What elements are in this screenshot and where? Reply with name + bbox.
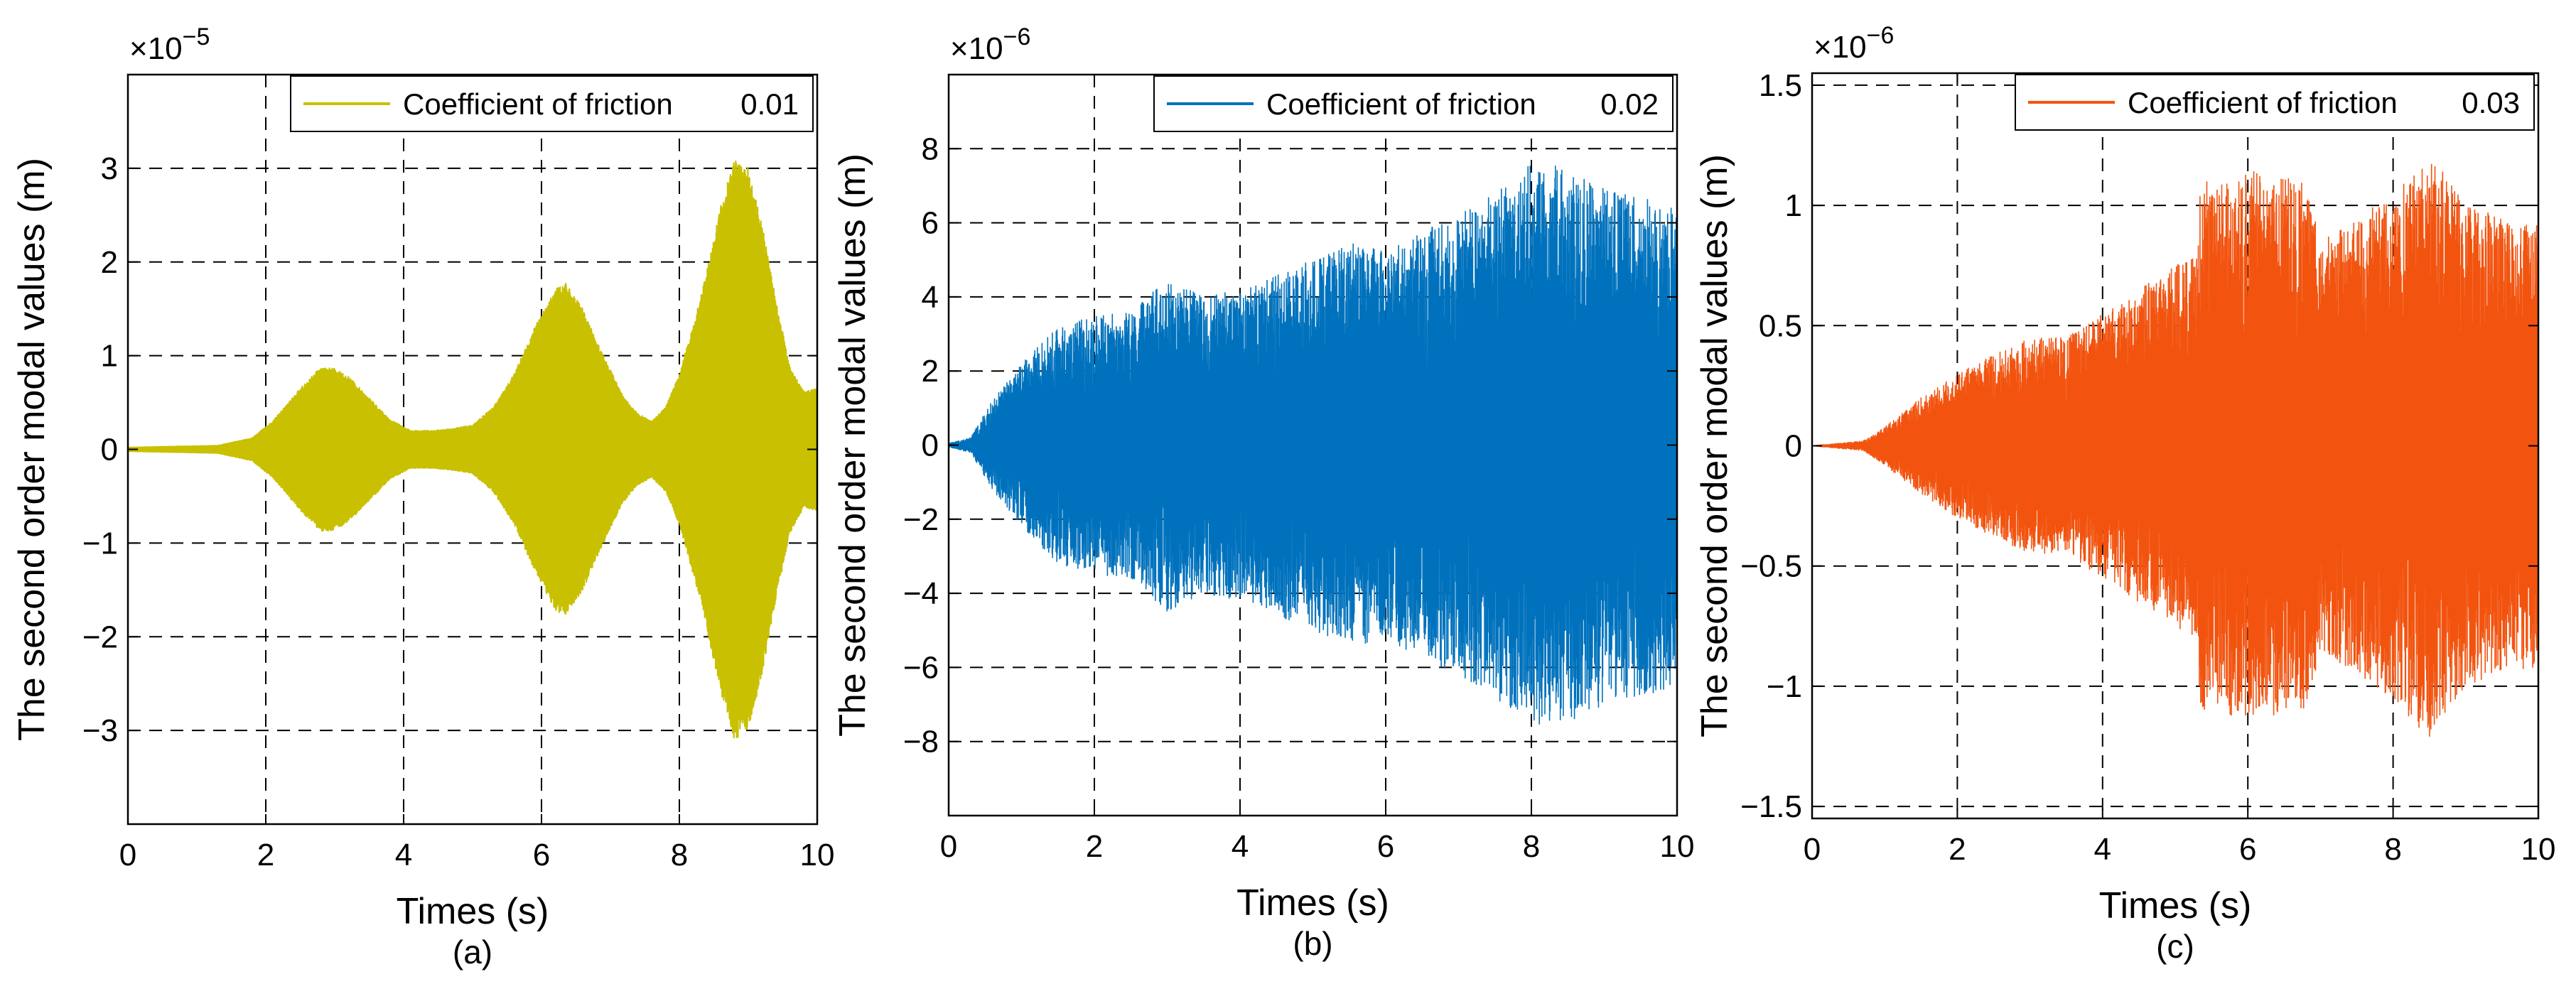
y-tick-label: −4: [903, 576, 939, 611]
axis-exponent-label: ×10−5: [129, 23, 210, 66]
y-tick-label: 0: [922, 428, 939, 463]
chart-panel-a: 0 2 4 6 8 10 −3 −2 −1 0 1 2 3 ×10−5 Times (s)(a) The se…: [11, 23, 834, 970]
x-tick-label: 4: [395, 838, 412, 872]
y-tick-label: −0.5: [1740, 549, 1802, 584]
legend-value: 0.01: [740, 87, 799, 121]
data-series-line: [1811, 163, 2539, 737]
x-tick-label: 0: [1804, 832, 1821, 867]
axis-exponent-label: ×10−6: [1814, 22, 1894, 65]
data-series-line: [948, 166, 1678, 725]
x-tick-label: 8: [1523, 829, 1540, 864]
y-tick-label: 0: [101, 433, 118, 467]
y-tick-label: 2: [101, 245, 118, 280]
y-tick-label: 0.5: [1759, 308, 1802, 343]
y-tick-label: 0: [1785, 429, 1802, 464]
x-tick-label: 2: [1949, 832, 1966, 867]
panel-label: (a): [453, 934, 492, 970]
legend: Coefficient of friction 0.01: [290, 75, 814, 132]
x-tick-label: 8: [2384, 832, 2401, 867]
data-series-line: [126, 160, 819, 739]
y-tick-label: −2: [82, 620, 118, 654]
axis-exponent-label: ×10−6: [950, 23, 1030, 66]
exponent-power: −6: [1867, 22, 1895, 49]
y-tick-label: −6: [903, 650, 939, 685]
y-tick-label: 2: [922, 354, 939, 389]
y-tick-label: −3: [82, 713, 118, 748]
y-tick-label: −2: [903, 502, 939, 537]
legend: Coefficient of friction 0.02: [1153, 75, 1674, 132]
exponent-power: −5: [183, 23, 210, 50]
exponent-base: ×10: [1814, 30, 1867, 65]
y-tick-label: −1.5: [1740, 789, 1802, 824]
x-tick-label: 10: [800, 838, 835, 872]
y-tick-label: −1: [1767, 669, 1802, 704]
y-tick-label: 1: [101, 339, 118, 374]
x-tick-label: 10: [2521, 832, 2556, 867]
legend: Coefficient of friction 0.03: [2015, 74, 2535, 131]
y-tick-label: −1: [82, 526, 118, 561]
legend-value: 0.02: [1600, 87, 1659, 121]
exponent-base: ×10: [129, 31, 183, 66]
y-axis-label: The second order modal values (m): [832, 153, 873, 737]
legend-label: Coefficient of friction: [403, 87, 673, 121]
x-tick-label: 4: [1232, 829, 1249, 864]
x-axis-label: Times (s): [2099, 885, 2252, 926]
y-tick-label: 4: [922, 280, 939, 315]
y-tick-label: 3: [101, 151, 118, 186]
y-axis-label: The second order modal values (m): [1694, 154, 1735, 737]
x-tick-label: 6: [1377, 829, 1394, 864]
x-axis-label: Times (s): [397, 891, 549, 932]
x-tick-label: 10: [1660, 829, 1695, 864]
x-axis-label: Times (s): [1236, 882, 1389, 924]
x-tick-label: 0: [940, 829, 957, 864]
y-tick-label: 6: [922, 206, 939, 241]
legend-label: Coefficient of friction: [1266, 87, 1536, 121]
y-axis-label: The second order modal values (m): [11, 158, 53, 741]
x-tick-label: 0: [119, 838, 136, 872]
x-tick-label: 6: [533, 838, 550, 872]
x-tick-label: 2: [1086, 829, 1103, 864]
y-tick-label: −8: [903, 725, 939, 759]
y-tick-label: 1: [1785, 188, 1802, 223]
panel-label: (c): [2156, 928, 2194, 965]
chart-panel-c: 0 2 4 6 8 10 −1.5 −1 −0.5 0 0.5 1 1.5 ×10−6 Times (s)(…: [1694, 22, 2555, 965]
y-tick-label: 8: [922, 131, 939, 166]
legend-label: Coefficient of friction: [2128, 86, 2398, 119]
x-tick-label: 8: [671, 838, 688, 872]
x-tick-label: 4: [2094, 832, 2111, 867]
panel-label: (b): [1293, 925, 1332, 962]
legend-value: 0.03: [2462, 86, 2520, 119]
x-tick-label: 2: [257, 838, 274, 872]
exponent-power: −6: [1003, 23, 1031, 50]
exponent-base: ×10: [950, 31, 1003, 66]
y-tick-label: 1.5: [1759, 68, 1802, 103]
x-tick-label: 6: [2239, 832, 2256, 867]
